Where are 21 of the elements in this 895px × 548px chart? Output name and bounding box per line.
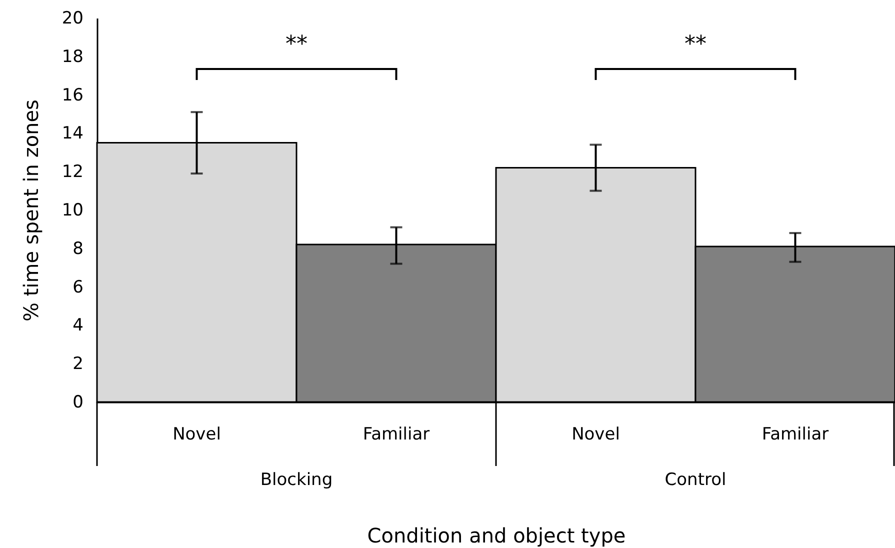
y-tick-label: 20 [62, 8, 84, 28]
y-axis-title: % time spent in zones [18, 100, 43, 322]
y-tick-label: 12 [62, 162, 84, 182]
annotation: ** [684, 32, 706, 57]
y-tick-label: 2 [72, 354, 84, 374]
y-tick-label: 14 [62, 124, 84, 144]
text: Blocking [260, 470, 333, 490]
x-tick-label: Familiar [762, 424, 829, 444]
x-axis-title: Condition and object type [367, 524, 626, 548]
x-tick-label: Familiar [362, 424, 430, 444]
y-tick-label: 4 [72, 316, 84, 336]
text: Control [664, 470, 726, 490]
y-tick-label: 10 [62, 200, 84, 220]
y-tick-label: 6 [72, 277, 84, 298]
x-tick-label: Novel [172, 424, 221, 444]
x-tick-label: Novel [572, 424, 620, 444]
y-tick-label: 0 [72, 392, 84, 412]
y-tick-label: 8 [72, 238, 84, 259]
y-tick-label: 16 [62, 85, 84, 106]
y-tick-label: 18 [62, 46, 84, 67]
annotation: ** [286, 32, 308, 57]
